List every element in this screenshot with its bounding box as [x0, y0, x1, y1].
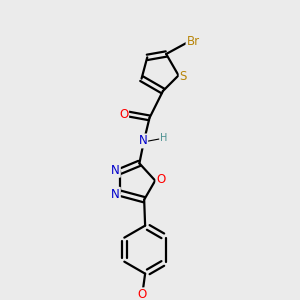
Text: O: O [119, 107, 128, 121]
Text: Br: Br [187, 35, 200, 48]
Text: N: N [111, 164, 120, 177]
Text: N: N [138, 134, 147, 147]
Text: O: O [156, 173, 166, 186]
Text: O: O [138, 288, 147, 300]
Text: N: N [111, 188, 120, 201]
Text: S: S [180, 70, 187, 83]
Text: H: H [160, 133, 168, 143]
